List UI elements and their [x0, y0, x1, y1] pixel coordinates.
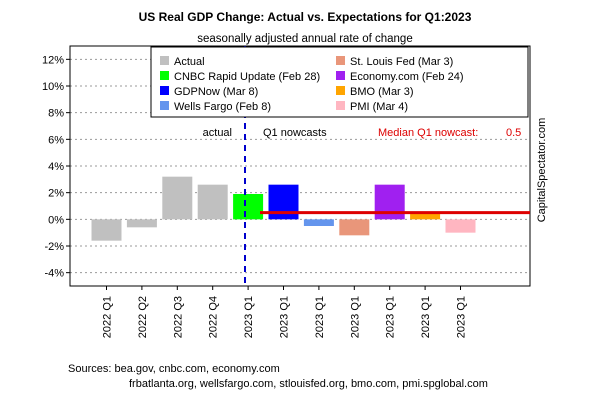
legend-label: CNBC Rapid Update (Feb 28) [174, 71, 320, 83]
bar [233, 194, 264, 220]
y-tick-label: 2% [48, 188, 64, 200]
bar [445, 219, 476, 233]
legend-swatch [336, 101, 345, 110]
bar [410, 212, 441, 220]
y-tick-label: 6% [48, 134, 64, 146]
y-tick-label: 10% [42, 81, 64, 93]
x-axis: 2022 Q1 2022 Q2 2022 Q3 2022 Q4 2023 Q1 2023 … [102, 286, 468, 338]
bar [126, 219, 157, 228]
x-tick-label: 2022 Q3 [172, 296, 184, 338]
legend-label: Economy.com (Feb 24) [350, 71, 464, 83]
y-tick-label: 0% [48, 214, 64, 226]
chart-subtitle: seasonally adjusted annual rate of chang… [197, 33, 412, 45]
x-tick-label: 2023 Q1 [314, 296, 326, 338]
nowcasts-annotation: Q1 nowcasts [263, 127, 327, 139]
sources-line-1: Sources: bea.gov, cnbc.com, economy.com [68, 363, 280, 375]
x-tick-label: 2022 Q1 [102, 296, 114, 338]
y-tick-label: 4% [48, 161, 64, 173]
legend-swatch [336, 56, 345, 65]
legend-label: PMI (Mar 4) [350, 101, 408, 113]
legend-label: Wells Fargo (Feb 8) [174, 101, 271, 113]
chart-title: US Real GDP Change: Actual vs. Expectati… [139, 10, 472, 24]
bar [197, 184, 228, 220]
x-tick-label: 2023 Q1 [349, 296, 361, 338]
median-label: Median Q1 nowcast: [378, 127, 478, 139]
legend-swatch [160, 71, 169, 80]
x-tick-label: 2023 Q1 [279, 296, 291, 338]
legend-label: St. Louis Fed (Mar 3) [350, 56, 453, 68]
x-tick-label: 2022 Q4 [208, 296, 220, 338]
x-tick-label: 2023 Q1 [420, 296, 432, 338]
bar [339, 219, 370, 236]
x-tick-label: 2023 Q1 [385, 296, 397, 338]
legend-label: BMO (Mar 3) [350, 86, 414, 98]
legend: Actual CNBC Rapid Update (Feb 28) GDPNow (… [150, 46, 529, 118]
watermark: CapitalSpectator.com [536, 118, 548, 223]
y-tick-label: -2% [44, 241, 64, 253]
legend-label: GDPNow (Mar 8) [174, 86, 258, 98]
legend-swatch [336, 71, 345, 80]
legend-swatch [336, 86, 345, 95]
y-tick-label: -4% [44, 268, 64, 280]
x-tick-label: 2022 Q2 [137, 296, 149, 338]
y-axis: -4% -2% 0% 2% 4% 6% 8% 10% 12% [42, 54, 70, 280]
legend-label: Actual [174, 56, 205, 68]
legend-swatch [160, 56, 169, 65]
bar [91, 219, 122, 241]
legend-swatch [160, 101, 169, 110]
bars [91, 176, 476, 241]
legend-swatch [160, 86, 169, 95]
median-value: 0.5 [506, 127, 521, 139]
x-tick-label: 2023 Q1 [243, 296, 255, 338]
sources-line-2: frbatlanta.org, wellsfargo.com, stlouisf… [129, 378, 488, 390]
bar [162, 176, 193, 220]
x-tick-label: 2023 Q1 [456, 296, 468, 338]
actual-annotation: actual [203, 127, 232, 139]
bar [303, 219, 334, 226]
plot-frame [69, 45, 531, 287]
y-tick-label: 8% [48, 108, 64, 120]
legend-entries: Actual CNBC Rapid Update (Feb 28) GDPNow (… [160, 56, 464, 113]
y-tick-label: 12% [42, 54, 64, 66]
